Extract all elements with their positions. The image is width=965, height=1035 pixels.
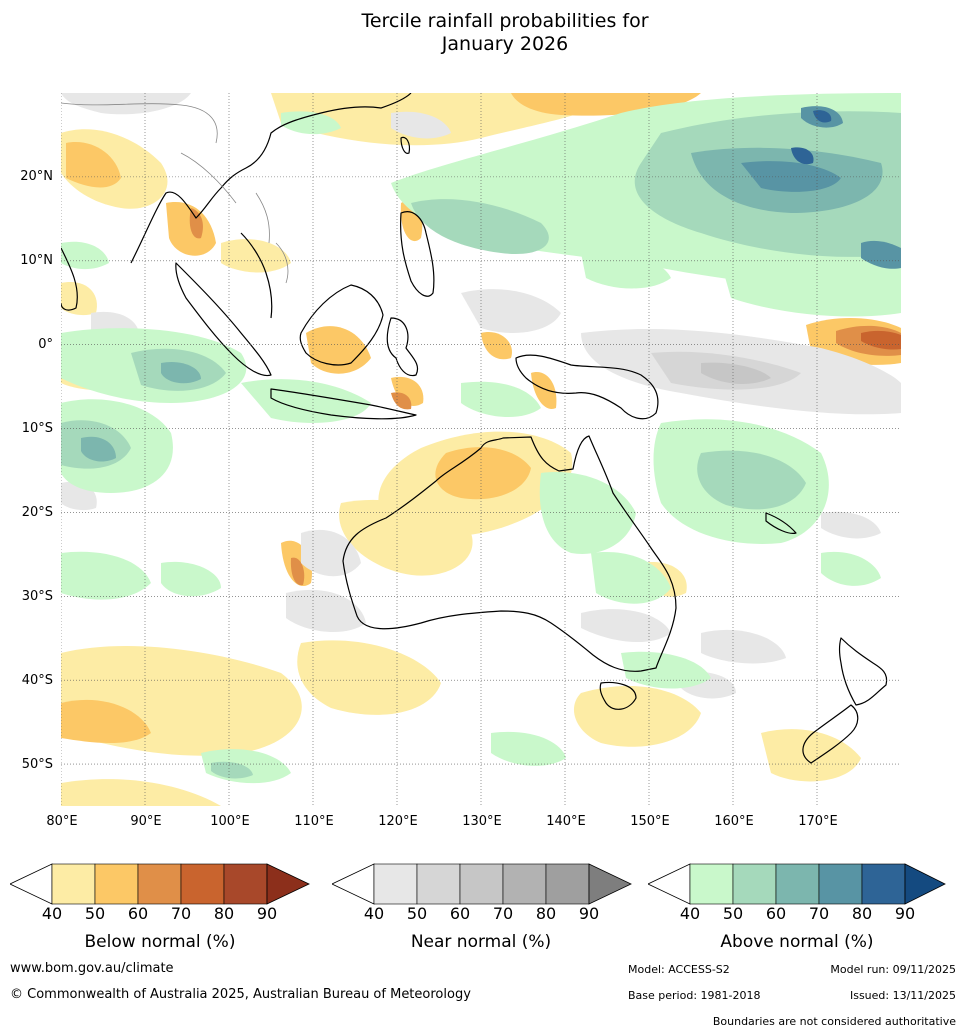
cbar-near-seg-50-60 <box>416 863 461 905</box>
cbar-below-extend-low <box>9 863 53 905</box>
lon-label-120e: 120°E <box>378 814 418 829</box>
sulawesi-coastline <box>386 317 419 377</box>
model-name: Model: ACCESS-S2 <box>628 963 730 976</box>
cbar-below-seg-70-80 <box>180 863 225 905</box>
cbar-above-tick: 50 <box>722 904 744 923</box>
cbar-near-extend-high <box>588 863 632 905</box>
cbar-above-extend-low <box>647 863 691 905</box>
cbar-near-label: Near normal (%) <box>410 932 552 952</box>
lon-label-100e: 100°E <box>210 814 250 829</box>
cbar-above-tick: 40 <box>679 904 701 923</box>
tasmania-coastline <box>599 681 637 710</box>
cbar-below-label: Below normal (%) <box>84 932 236 952</box>
india-coastline <box>61 247 78 311</box>
cbar-below-tick: 80 <box>213 904 235 923</box>
cbar-above-label: Above normal (%) <box>720 932 874 952</box>
sumatra-coastline <box>175 262 272 377</box>
cbar-above-seg-80-90 <box>861 863 906 905</box>
colorbar-below-normal <box>9 863 310 909</box>
cbar-below-seg-80-90 <box>223 863 268 905</box>
cbar-above-tick: 70 <box>808 904 830 923</box>
new-zealand-south-coastline <box>802 704 859 764</box>
cbar-above-seg-40-50 <box>689 863 734 905</box>
lat-label-10s: 10°S <box>21 421 53 436</box>
cbar-near-seg-80-90 <box>545 863 590 905</box>
cbar-near-tick: 80 <box>535 904 557 923</box>
cbar-near-tick: 70 <box>492 904 514 923</box>
cbar-below-extend-high <box>266 863 310 905</box>
new-caledonia-coastline <box>765 512 797 534</box>
lon-label-140e: 140°E <box>546 814 586 829</box>
cbar-near-tick: 50 <box>406 904 428 923</box>
boundaries-disclaimer: Boundaries are not considered authoritat… <box>712 1015 956 1028</box>
philippines-coastline <box>400 211 435 297</box>
title-line-1: Tercile rainfall probabilities for <box>361 10 649 32</box>
lon-label-80e: 80°E <box>46 814 78 829</box>
graticule <box>61 93 901 806</box>
lat-label-50s: 50°S <box>21 757 53 772</box>
coastlines <box>61 93 888 764</box>
map-canvas <box>61 93 901 806</box>
country-borders <box>61 102 289 284</box>
copyright-text: © Commonwealth of Australia 2025, Austra… <box>10 987 471 1002</box>
lat-label-40s: 40°S <box>21 673 53 688</box>
lon-label-160e: 160°E <box>714 814 754 829</box>
cbar-near-seg-40-50 <box>373 863 418 905</box>
base-period: Base period: 1981-2018 <box>628 989 761 1002</box>
lat-label-20s: 20°S <box>21 505 53 520</box>
cbar-near-extend-low <box>331 863 375 905</box>
australia-coastline <box>342 435 677 672</box>
java-coastline <box>270 388 417 420</box>
cbar-above-tick: 80 <box>851 904 873 923</box>
lat-label-20n: 20°N <box>20 169 53 184</box>
lat-label-0: 0° <box>38 337 53 352</box>
cbar-below-seg-60-70 <box>137 863 182 905</box>
cbar-below-tick: 50 <box>84 904 106 923</box>
cbar-above-tick: 60 <box>765 904 787 923</box>
cbar-above-tick: 90 <box>894 904 916 923</box>
colorbar-above-normal <box>647 863 948 909</box>
cbar-below-tick: 70 <box>170 904 192 923</box>
cbar-below-tick: 40 <box>41 904 63 923</box>
borneo-coastline <box>299 284 384 366</box>
lon-label-170e: 170°E <box>798 814 838 829</box>
lat-label-30s: 30°S <box>21 589 53 604</box>
cbar-below-seg-40-50 <box>51 863 96 905</box>
cbar-near-tick: 60 <box>449 904 471 923</box>
cbar-above-extend-high <box>904 863 946 905</box>
cbar-below-tick: 90 <box>256 904 278 923</box>
probability-map <box>61 93 901 806</box>
model-run-date: Model run: 09/11/2025 <box>830 963 956 976</box>
lat-label-10n: 10°N <box>20 253 53 268</box>
title-line-2: January 2026 <box>441 33 569 55</box>
cbar-above-seg-70-80 <box>818 863 863 905</box>
new-zealand-north-coastline <box>838 637 888 706</box>
colorbar-near-normal <box>331 863 632 909</box>
cbar-below-tick: 60 <box>127 904 149 923</box>
issued-date: Issued: 13/11/2025 <box>849 989 956 1002</box>
map-title: Tercile rainfall probabilities for Janua… <box>0 10 965 56</box>
lon-label-150e: 150°E <box>630 814 670 829</box>
new-guinea-coastline <box>515 354 659 420</box>
cbar-near-tick: 90 <box>578 904 600 923</box>
taiwan-coastline <box>400 136 411 154</box>
lon-label-130e: 130°E <box>462 814 502 829</box>
cbar-below-seg-50-60 <box>94 863 139 905</box>
cbar-near-seg-60-70 <box>459 863 504 905</box>
cbar-above-seg-60-70 <box>775 863 820 905</box>
lon-label-110e: 110°E <box>294 814 334 829</box>
cbar-near-tick: 40 <box>363 904 385 923</box>
above-normal-areas <box>61 93 901 784</box>
asia-mainland-coastline <box>130 93 412 319</box>
cbar-near-seg-70-80 <box>502 863 547 905</box>
cbar-above-seg-50-60 <box>732 863 777 905</box>
near-normal-areas <box>61 93 901 699</box>
website-link[interactable]: www.bom.gov.au/climate <box>10 961 174 976</box>
lon-label-90e: 90°E <box>130 814 162 829</box>
